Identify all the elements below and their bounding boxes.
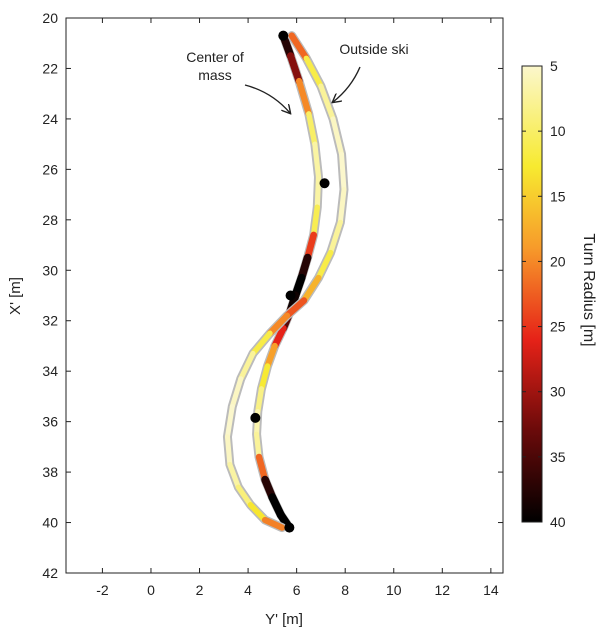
x-tick-label: 6 [293,582,301,598]
series-segment [227,461,241,490]
x-tick-label: 0 [147,582,155,598]
plot-area [222,30,349,533]
plot-frame [65,17,504,574]
series-segment [304,231,317,261]
x-axis-ticks: -2 0 2 4 6 8 10 12 14 [96,18,499,598]
colorbar-tick-label: 20 [550,253,566,269]
x-tick-label: 12 [435,582,451,598]
colorbar-tick-label: 40 [550,514,566,530]
series-segment [258,363,271,392]
series-segment [224,404,235,440]
marker-point [319,178,330,189]
colorbar-tick-label: 30 [550,384,566,400]
series-segment [306,111,318,147]
marker-point [250,412,261,423]
series-segment [288,32,310,62]
series-segment [247,502,268,523]
colorbar-ticks: 5 10 15 20 25 30 35 40 [522,58,566,530]
x-tick-label: 2 [196,582,204,598]
series-segment [255,386,265,415]
series-segment [224,434,233,468]
y-tick-label: 24 [42,111,58,127]
marker-point [285,290,296,301]
y-tick-label: 20 [42,10,58,26]
y-tick-label: 40 [42,515,58,531]
series-segment [266,312,291,337]
series-segment [318,83,336,122]
colorbar-tick-label: 25 [550,319,566,335]
series-segment [261,516,286,531]
y-tick-label: 42 [42,565,58,581]
marker-point [284,522,295,533]
series-segment [339,151,347,193]
y-axis-ticks: 20 22 24 26 28 30 32 34 36 38 40 42 [42,10,503,581]
series-segment [264,342,278,370]
series-segment [328,219,343,256]
series-segment [295,77,312,118]
x-axis-label: Y' [m] [265,611,303,628]
series-segment [238,350,256,382]
series-segment [315,249,334,281]
colorbar-tick-label: 10 [550,123,566,139]
colorbar-label: Turn Radius [m] [580,233,597,346]
colorbar-tick-label: 5 [550,58,558,74]
series-segment [337,187,347,225]
series-segment [235,484,254,508]
y-tick-label: 30 [42,262,58,278]
x-tick-label: -2 [96,582,109,598]
series-segment [303,55,324,89]
x-tick-label: 4 [244,582,252,598]
series-segment [253,431,262,460]
colorbar [521,65,543,523]
annotations: Center of mass Outside ski [186,41,409,113]
series-segment [250,330,273,357]
annotation-outside-ski: Outside ski [339,41,408,57]
y-tick-label: 38 [42,464,58,480]
y-tick-label: 34 [42,363,58,379]
x-tick-label: 14 [483,582,499,598]
y-axis-label: X' [m] [7,277,24,315]
y-tick-label: 26 [42,161,58,177]
series-outside-ski [222,31,349,533]
y-tick-label: 28 [42,212,58,228]
series-segment [330,116,345,157]
series-outline [222,31,349,533]
series-segment [271,324,287,350]
series-segment [255,453,269,483]
x-tick-label: 8 [341,582,349,598]
series-segment [229,376,244,410]
y-tick-label: 36 [42,414,58,430]
colorbar-tick-label: 15 [550,188,566,204]
annotation-center-of-mass: Center of mass [186,49,244,83]
annotation-arrow-outside-ski [333,66,361,102]
y-tick-label: 32 [42,313,58,329]
series-segment [286,52,303,85]
series-segment [314,174,322,210]
series-segment [312,141,322,180]
colorbar-tick-label: 35 [550,449,566,465]
y-tick-label: 22 [42,60,58,76]
marker-point [278,30,289,41]
series-segment [283,297,308,319]
annotation-arrow-center-of-mass [244,84,290,113]
x-tick-label: 10 [386,582,402,598]
series-segment [310,204,321,238]
series-segment [300,274,322,304]
